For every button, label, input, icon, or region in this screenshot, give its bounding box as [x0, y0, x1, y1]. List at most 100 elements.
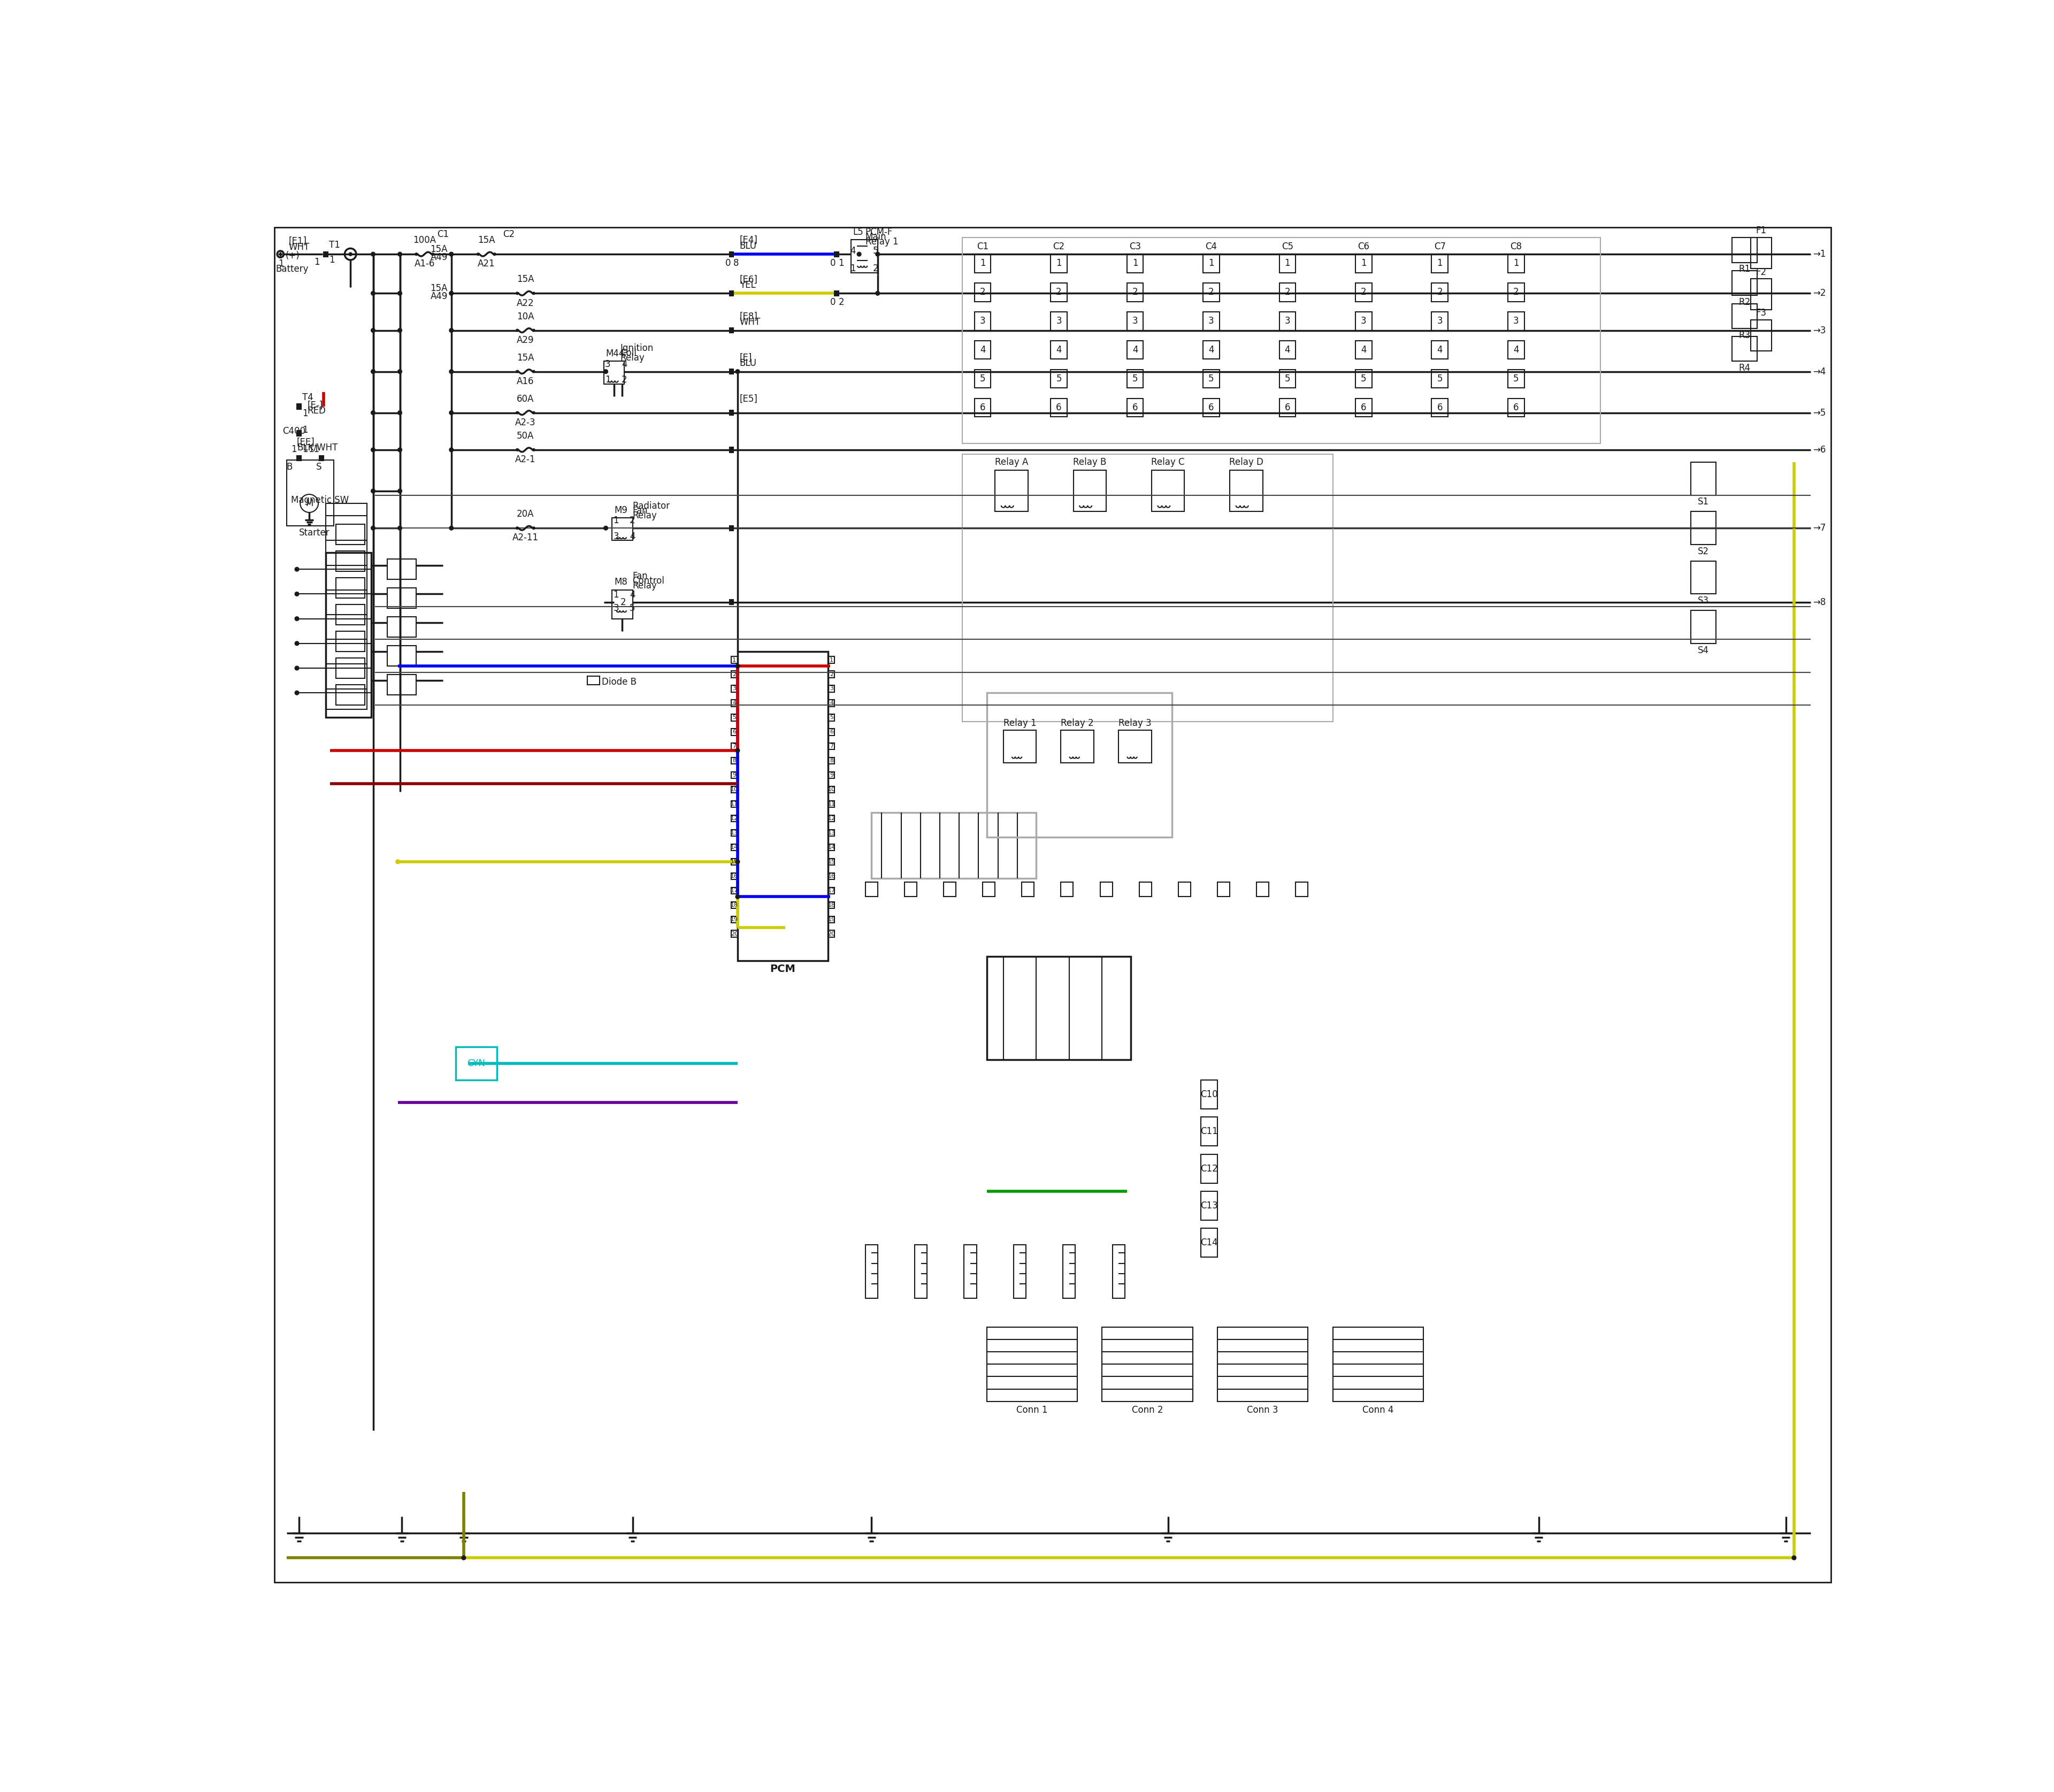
Bar [1021, 882, 1033, 896]
Bar [1508, 369, 1524, 389]
Bar [612, 518, 633, 541]
Circle shape [372, 292, 376, 296]
Text: L5: L5 [852, 228, 863, 237]
Circle shape [532, 448, 534, 452]
Text: [E8]: [E8] [739, 312, 758, 321]
Bar [731, 801, 737, 808]
Text: 6: 6 [1438, 403, 1442, 412]
Bar [1050, 283, 1068, 301]
Circle shape [431, 253, 433, 256]
Bar [1257, 882, 1269, 896]
Text: 4: 4 [1514, 344, 1518, 355]
Bar [904, 882, 916, 896]
Bar [994, 471, 1027, 511]
Bar [1103, 1328, 1193, 1401]
Text: 15A: 15A [518, 274, 534, 285]
Text: 1: 1 [1362, 258, 1366, 269]
Text: 2: 2 [873, 263, 879, 274]
Circle shape [516, 448, 518, 452]
Text: A2-11: A2-11 [511, 532, 538, 543]
Bar [737, 652, 828, 961]
Bar [828, 729, 834, 735]
Circle shape [450, 369, 454, 373]
Text: C5: C5 [1282, 242, 1294, 251]
Bar [731, 830, 737, 837]
Circle shape [396, 860, 401, 864]
Bar [1280, 369, 1296, 389]
Text: BLK/WHT: BLK/WHT [298, 443, 337, 452]
Text: Relay 1: Relay 1 [865, 237, 898, 247]
Bar [587, 676, 600, 685]
Text: 3: 3 [1056, 315, 1062, 326]
Circle shape [296, 690, 300, 695]
Text: A49: A49 [431, 292, 448, 301]
Text: 5: 5 [631, 604, 635, 613]
Bar [731, 873, 737, 880]
Circle shape [735, 860, 739, 864]
Bar [828, 772, 834, 778]
Bar [731, 715, 737, 720]
Circle shape [398, 489, 403, 493]
Text: Relay: Relay [633, 511, 657, 521]
Text: 20A: 20A [518, 509, 534, 520]
Text: 15: 15 [828, 858, 836, 864]
Text: 13: 13 [731, 830, 737, 835]
Text: 4: 4 [1056, 344, 1062, 355]
Text: 3: 3 [980, 315, 986, 326]
Text: →5: →5 [1812, 409, 1826, 418]
Text: Control: Control [633, 575, 665, 586]
Text: 12: 12 [731, 815, 737, 821]
Circle shape [604, 369, 608, 373]
Text: 0: 0 [830, 297, 836, 306]
Circle shape [516, 330, 518, 332]
Bar [1218, 1328, 1308, 1401]
Text: (+): (+) [286, 251, 300, 260]
Text: Relay: Relay [633, 581, 657, 591]
Bar [731, 901, 737, 909]
Bar [828, 715, 834, 720]
Bar [1230, 471, 1263, 511]
Bar [1204, 312, 1220, 330]
Text: Relay: Relay [620, 353, 645, 364]
Text: 2: 2 [1514, 287, 1518, 297]
Text: A1-6: A1-6 [415, 260, 435, 269]
Circle shape [398, 253, 403, 256]
Bar [1179, 882, 1191, 896]
Bar [1140, 882, 1152, 896]
Bar [1204, 254, 1220, 272]
Text: [E6]: [E6] [739, 274, 758, 285]
Circle shape [450, 410, 454, 414]
Text: C13: C13 [1200, 1201, 1218, 1210]
Bar [914, 1245, 926, 1299]
Text: Relay A: Relay A [994, 457, 1029, 468]
Bar [604, 362, 624, 383]
Text: 2: 2 [1056, 287, 1062, 297]
Text: →8: →8 [1812, 597, 1826, 607]
Bar [828, 844, 834, 851]
Text: Coil: Coil [620, 348, 637, 358]
Text: 0: 0 [830, 258, 836, 269]
Bar [1432, 398, 1448, 418]
Text: 1: 1 [314, 258, 320, 267]
Text: PCM-F: PCM-F [865, 228, 893, 237]
Bar [337, 523, 366, 545]
Text: S1: S1 [1699, 496, 1709, 507]
Text: WHT: WHT [739, 317, 760, 328]
Text: 1: 1 [302, 409, 308, 418]
Text: F1: F1 [1756, 226, 1766, 235]
Text: 12: 12 [828, 815, 836, 821]
Text: S3: S3 [1699, 597, 1709, 606]
Text: S4: S4 [1699, 645, 1709, 656]
Text: 1: 1 [980, 258, 986, 269]
Text: 4: 4 [850, 246, 857, 256]
Text: R4: R4 [1738, 364, 1750, 373]
Text: 3: 3 [733, 686, 735, 692]
Bar [1356, 254, 1372, 272]
Text: 3: 3 [1438, 315, 1442, 326]
Bar [1508, 340, 1524, 358]
Text: C6: C6 [1358, 242, 1370, 251]
Text: 100A: 100A [413, 235, 435, 246]
Bar [731, 844, 737, 851]
Text: 6: 6 [1056, 403, 1062, 412]
Bar [388, 674, 417, 695]
